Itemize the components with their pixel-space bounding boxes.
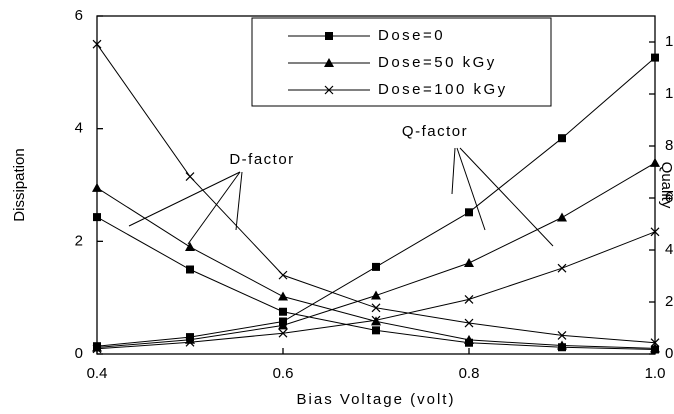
y2-tick-label: 0 (665, 345, 674, 362)
marker (464, 334, 474, 344)
marker (278, 320, 288, 330)
legend-label: Dose=50 kGy (378, 54, 497, 71)
marker (464, 318, 474, 328)
marker (557, 263, 567, 273)
marker (650, 343, 660, 353)
marker (650, 157, 660, 167)
y-tick-label: 0 (75, 345, 83, 362)
y-tick-label: 6 (75, 7, 83, 24)
marker (278, 328, 288, 338)
annotation: D-factor (229, 151, 294, 168)
annotation-arrows (128, 147, 554, 247)
x-tick-label: 0.6 (273, 365, 294, 382)
legend-box (251, 17, 552, 107)
marker (557, 212, 567, 222)
marker (324, 85, 334, 95)
y2-axis-label: Quality (658, 162, 674, 209)
marker (93, 213, 101, 222)
marker (324, 58, 334, 67)
legend-label: Dose=100 kGy (378, 81, 508, 98)
marker (651, 53, 659, 62)
x-tick-label: 1.0 (645, 365, 666, 382)
y-tick-label: 2 (75, 232, 83, 249)
marker (464, 294, 474, 304)
marker (185, 172, 195, 181)
y2-tick-label: 6 (665, 189, 674, 206)
marker (92, 342, 102, 352)
marker (279, 307, 287, 316)
marker (185, 337, 195, 347)
annotation: Q-factor (402, 123, 468, 140)
y2-tick-label: 12 (665, 33, 674, 50)
marker (557, 330, 567, 340)
marker (278, 291, 288, 301)
marker (557, 340, 567, 350)
marker (92, 39, 102, 49)
x-axis-label: Bias Voltage (volt) (297, 391, 456, 408)
marker (185, 241, 195, 251)
legend-label: Dose=0 (378, 27, 445, 44)
marker (185, 334, 195, 344)
y2-tick-label: 10 (665, 85, 674, 102)
marker (186, 265, 194, 274)
y-axis-label: Dissipation (11, 148, 28, 221)
marker (371, 315, 381, 325)
marker (558, 134, 566, 143)
marker (372, 326, 380, 335)
marker (372, 262, 380, 271)
marker (325, 32, 333, 40)
y-tick-label: 4 (75, 120, 83, 137)
marker (92, 344, 102, 354)
marker (464, 258, 474, 267)
x-tick-label: 0.8 (459, 365, 480, 382)
y2-tick-label: 4 (665, 241, 674, 258)
y2-tick-label: 8 (665, 137, 674, 154)
marker (465, 208, 473, 217)
marker (371, 303, 381, 313)
marker (278, 270, 288, 280)
marker (371, 290, 381, 300)
x-tick-label: 0.4 (87, 365, 108, 382)
marker (92, 182, 102, 192)
marker (650, 338, 660, 348)
y2-tick-label: 2 (665, 293, 674, 310)
marker (650, 227, 660, 237)
